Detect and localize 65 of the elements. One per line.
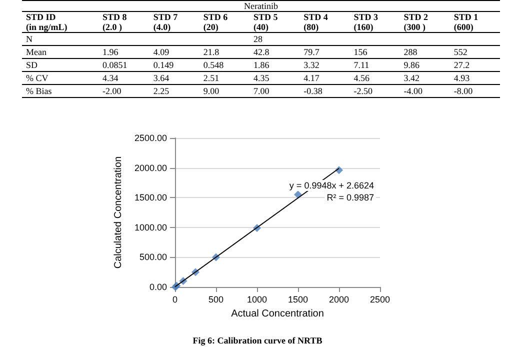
text: 3.64 bbox=[153, 73, 170, 83]
category-label: STD 1 (600) bbox=[452, 12, 480, 32]
y-tick-label: 500.00 bbox=[139, 252, 167, 262]
text: 3.32 bbox=[304, 60, 320, 70]
x-axis-title: Actual Concentration bbox=[231, 308, 324, 320]
x-tick-label: 1500 bbox=[288, 294, 308, 304]
text: Neratinib bbox=[22, 0, 500, 12]
text: Mean bbox=[26, 47, 46, 57]
y-tick-label: 1000.00 bbox=[134, 222, 167, 232]
text: 2.51 bbox=[203, 73, 220, 83]
annotation: y = 0.9948x + 2.6624 bbox=[289, 180, 374, 190]
text: 7.00 bbox=[254, 86, 270, 96]
text: -8.00 bbox=[454, 86, 473, 96]
text: 21.8 bbox=[203, 47, 220, 57]
text: 156 bbox=[354, 47, 368, 57]
text: -2.00 bbox=[102, 86, 122, 96]
text: 4.34 bbox=[102, 73, 118, 83]
text: 1.86 bbox=[254, 60, 270, 70]
category-label: STD 2 (300 ) bbox=[402, 12, 430, 32]
x-tick-label: 1000 bbox=[246, 294, 268, 304]
text: 4.93 bbox=[454, 73, 470, 83]
text: N bbox=[26, 34, 32, 44]
category-label: STD 4 (80) bbox=[302, 12, 329, 32]
text: % CV bbox=[26, 73, 48, 83]
y-tick-label: 0.00 bbox=[149, 282, 167, 292]
text: 2.25 bbox=[153, 86, 170, 96]
text: 0.0851 bbox=[102, 60, 128, 70]
text: 27.2 bbox=[454, 60, 470, 70]
y-axis-title: Calculated Concentration bbox=[113, 156, 124, 269]
category-label: STD 6 (20) bbox=[202, 12, 229, 32]
category-label: STD ID (in ng/mL) bbox=[25, 12, 68, 32]
category-label: STD 8 (2.0 ) bbox=[101, 12, 128, 32]
x-tick-label: 2500 bbox=[370, 294, 390, 304]
text: -4.00 bbox=[404, 86, 423, 96]
annotation: R² = 0.9987 bbox=[326, 192, 374, 202]
text: -2.50 bbox=[354, 86, 372, 96]
text: 9.86 bbox=[404, 60, 420, 70]
x-tick-label: 2000 bbox=[328, 294, 350, 304]
x-tick-label: 0 bbox=[172, 294, 178, 304]
x-tick-label: 500 bbox=[208, 294, 224, 304]
y-tick-label: 2500.00 bbox=[134, 133, 167, 143]
text: 4.56 bbox=[354, 73, 370, 83]
text: 0.548 bbox=[203, 60, 224, 70]
text: 28 bbox=[254, 34, 263, 44]
text: % Bias bbox=[26, 86, 52, 96]
caption: Fig 6: Calibration curve of NRTB bbox=[192, 336, 322, 346]
text: 288 bbox=[404, 47, 418, 57]
text: SD bbox=[26, 60, 38, 70]
text: 42.8 bbox=[254, 47, 270, 57]
text: 0.149 bbox=[153, 60, 174, 70]
text: -0.38 bbox=[304, 86, 322, 96]
category-label: STD 5 (40) bbox=[252, 12, 279, 32]
category-label: STD 3 (160) bbox=[352, 12, 379, 32]
text: 79.7 bbox=[304, 47, 320, 57]
text: 4.09 bbox=[153, 47, 170, 57]
text: 7.11 bbox=[354, 60, 370, 70]
text: 3.42 bbox=[404, 73, 420, 83]
text: 552 bbox=[454, 47, 468, 57]
text: 4.17 bbox=[304, 73, 320, 83]
text: 9.00 bbox=[203, 86, 220, 96]
text: 1.96 bbox=[102, 47, 118, 57]
y-tick-label: 2000.00 bbox=[134, 162, 167, 173]
y-tick-label: 1500.00 bbox=[134, 192, 167, 203]
text: 4.35 bbox=[254, 73, 270, 83]
category-label: STD 7 (4.0) bbox=[152, 12, 179, 32]
